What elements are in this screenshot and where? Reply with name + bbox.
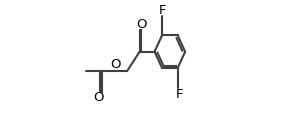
Text: F: F bbox=[175, 88, 183, 101]
Text: O: O bbox=[94, 91, 104, 104]
Text: F: F bbox=[159, 4, 166, 17]
Text: O: O bbox=[136, 18, 147, 31]
Text: O: O bbox=[110, 58, 120, 71]
